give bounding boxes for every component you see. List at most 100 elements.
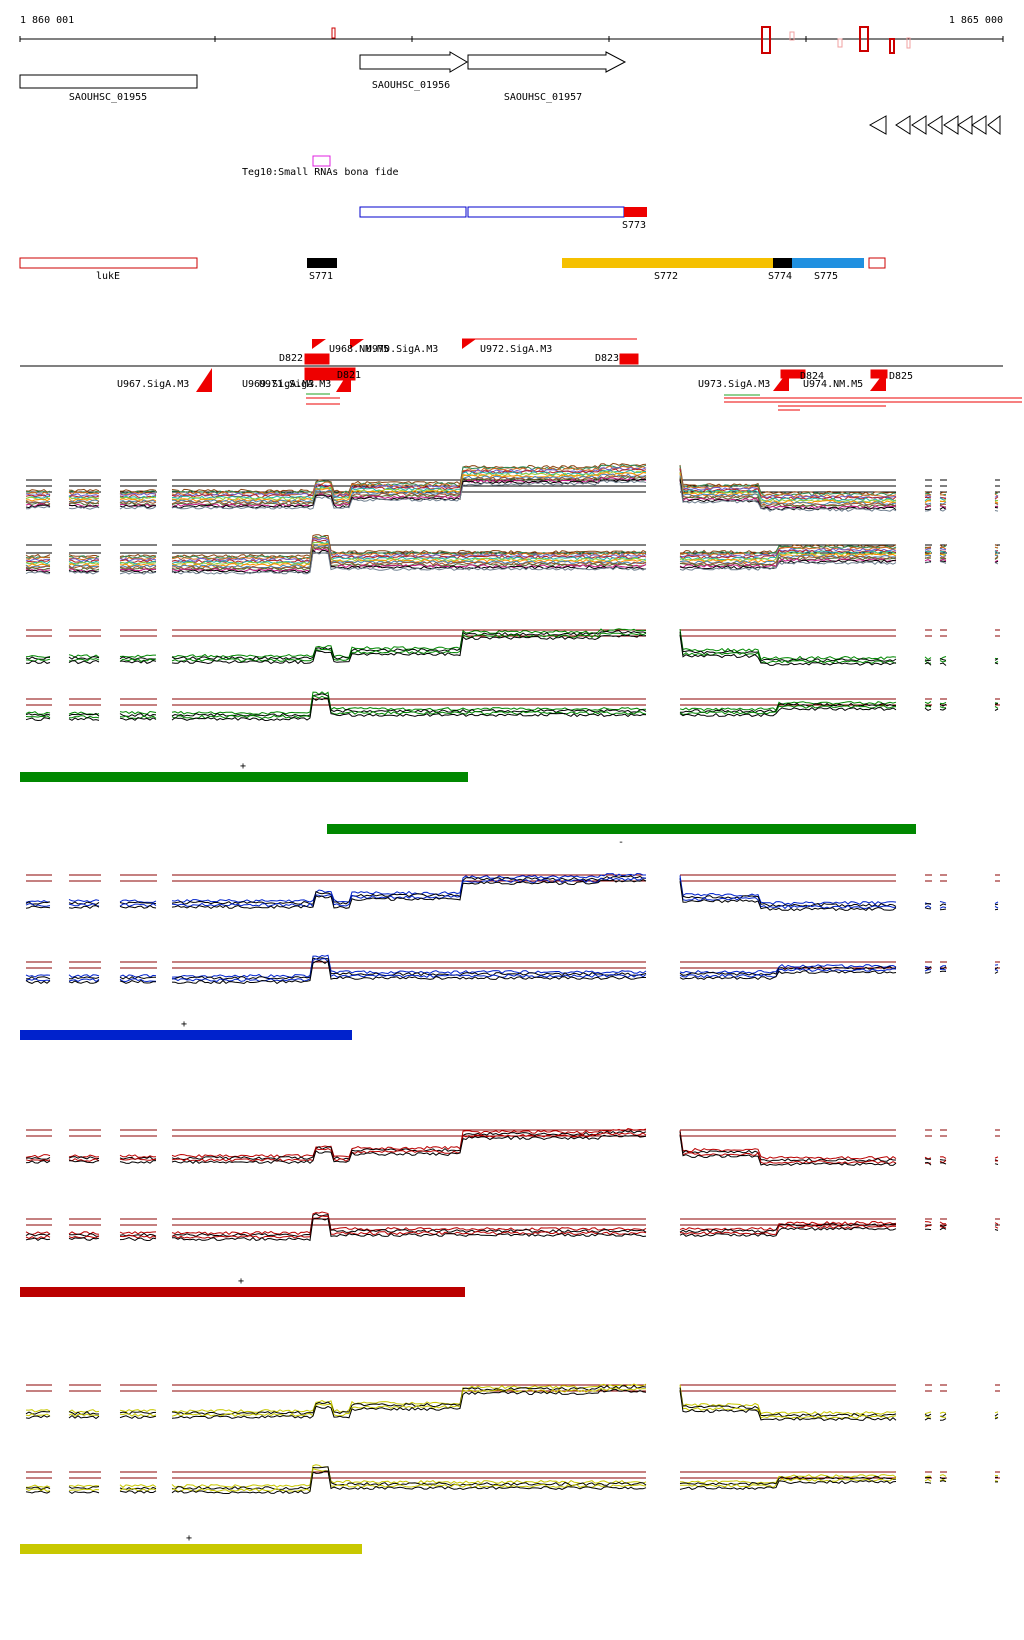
profile-line <box>171 957 647 980</box>
profile-line <box>939 1227 947 1231</box>
profile-line <box>119 710 157 715</box>
promoter-track: U968.NM.M5 U970.SigA.M3 U972.SigA.M3 U96… <box>20 338 1022 411</box>
profile-line <box>939 561 947 564</box>
profile-line <box>679 1474 897 1484</box>
profile-line <box>119 1237 157 1242</box>
profile-line <box>939 506 947 510</box>
profile-line <box>679 560 897 571</box>
profile-line <box>924 1221 932 1223</box>
terminator-label: D825 <box>889 371 913 382</box>
profile-line <box>939 556 947 560</box>
profile-line <box>171 1130 647 1161</box>
profile-line <box>68 554 100 558</box>
gene-saouhsc-01956[interactable]: SAOUHSC_01956 <box>359 51 468 91</box>
profile-line <box>939 548 947 550</box>
profile-line <box>119 658 157 663</box>
small-rna-label: Teg10:Small RNAs bona fide <box>242 167 399 178</box>
small-rna-feature[interactable]: Teg10:Small RNAs bona fide <box>242 155 399 178</box>
condition-bar-yellow-plus[interactable] <box>20 1544 362 1554</box>
condition-strand-label: - <box>618 837 624 848</box>
profile-line <box>25 903 51 907</box>
profile-line <box>25 567 51 571</box>
condition-strand-label: + <box>240 761 246 772</box>
reverse-gene-cluster <box>868 115 1001 135</box>
profile-line <box>924 907 932 910</box>
profile-line <box>679 965 897 976</box>
condition-bar-blue-plus[interactable] <box>20 1030 352 1040</box>
profile-line <box>994 495 999 498</box>
profile-line <box>68 655 100 660</box>
profile-track-condition-0-minus <box>25 691 1000 722</box>
profile-line <box>939 1411 947 1414</box>
profile-line <box>68 556 100 561</box>
profile-line <box>25 565 51 570</box>
profile-line <box>939 965 946 968</box>
profile-line <box>924 548 932 551</box>
profile-line <box>939 1478 947 1482</box>
gene-saouhsc-01957[interactable]: SAOUHSC_01957 <box>467 51 627 103</box>
profile-line <box>994 905 999 909</box>
profile-line <box>171 876 647 908</box>
profile-line <box>69 1484 100 1488</box>
profile-line <box>68 1156 100 1160</box>
profile-line <box>679 464 897 495</box>
profile-line <box>924 500 932 504</box>
profile-line <box>119 979 157 984</box>
profile-line <box>924 498 932 502</box>
condition-bar-green-plus[interactable] <box>20 772 468 782</box>
operon-s773[interactable]: S773 <box>359 206 647 231</box>
segment-s774[interactable]: S774 <box>768 258 792 282</box>
profile-line <box>25 974 51 978</box>
profile-line <box>924 1415 932 1418</box>
profile-line <box>25 1410 51 1415</box>
profile-line <box>25 498 51 502</box>
profile-line <box>924 496 932 499</box>
profile-line <box>994 562 999 565</box>
profile-line <box>171 1132 647 1163</box>
profile-line <box>924 1158 932 1160</box>
profile-track-condition-0-plus <box>25 628 1000 666</box>
gene-saouhsc-01955[interactable]: SAOUHSC_01955 <box>19 74 198 103</box>
profile-line <box>679 970 897 981</box>
condition-bar-red-plus[interactable] <box>20 1287 465 1297</box>
segment-s775[interactable]: S775 <box>792 258 864 282</box>
profile-line <box>171 474 647 505</box>
profile-line <box>119 654 156 658</box>
profile-line <box>25 660 51 664</box>
segment-unlabeled[interactable] <box>868 257 886 269</box>
profile-track-overview-plus <box>25 462 1000 512</box>
profile-line <box>171 697 647 722</box>
profile-track-condition-2-minus <box>25 1211 1000 1242</box>
profile-line <box>939 497 947 500</box>
segment-luke[interactable]: lukE <box>19 257 198 282</box>
profile-line <box>994 505 999 508</box>
profile-line <box>68 566 100 571</box>
profile-track-condition-3-plus <box>25 1383 1000 1422</box>
profile-line <box>25 504 51 509</box>
profile-line <box>171 537 647 561</box>
profile-line <box>119 571 157 575</box>
profile-track-condition-1-minus <box>25 954 1000 985</box>
profile-line <box>939 706 947 709</box>
condition-bar-green-minus[interactable] <box>327 824 916 834</box>
ruler-end-label: 1 865 000 <box>949 15 1003 26</box>
segment-s771[interactable]: S771 <box>307 258 337 282</box>
profile-line <box>679 1476 897 1486</box>
profile-line <box>994 1222 999 1225</box>
profile-line <box>68 1488 100 1492</box>
profile-line <box>119 505 157 510</box>
profile-line <box>25 713 51 717</box>
profile-line <box>924 494 932 498</box>
profile-line <box>25 900 51 903</box>
profile-line <box>939 1156 947 1159</box>
profile-line <box>25 715 51 719</box>
profile-line <box>679 1130 897 1161</box>
profile-line <box>679 477 897 509</box>
profile-line <box>68 504 100 509</box>
profile-track-condition-3-minus <box>25 1464 1000 1494</box>
profile-line <box>171 634 647 665</box>
profile-line <box>25 901 51 905</box>
profile-line <box>939 1476 947 1480</box>
profile-line <box>994 544 999 547</box>
segment-s772[interactable]: S772 <box>562 258 773 282</box>
